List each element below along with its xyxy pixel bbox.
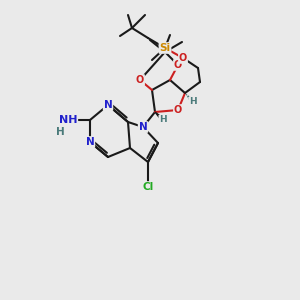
Polygon shape <box>155 112 164 121</box>
Text: H: H <box>159 116 167 124</box>
Text: N: N <box>85 137 94 147</box>
Text: N: N <box>103 100 112 110</box>
Text: Si: Si <box>159 43 171 53</box>
Text: O: O <box>179 53 187 63</box>
Text: Cl: Cl <box>142 182 154 192</box>
Text: H: H <box>56 127 64 137</box>
Text: O: O <box>174 60 182 70</box>
Text: O: O <box>174 105 182 115</box>
Text: N: N <box>139 122 147 132</box>
Text: H: H <box>189 98 197 106</box>
Text: O: O <box>136 75 144 85</box>
Text: NH: NH <box>59 115 77 125</box>
